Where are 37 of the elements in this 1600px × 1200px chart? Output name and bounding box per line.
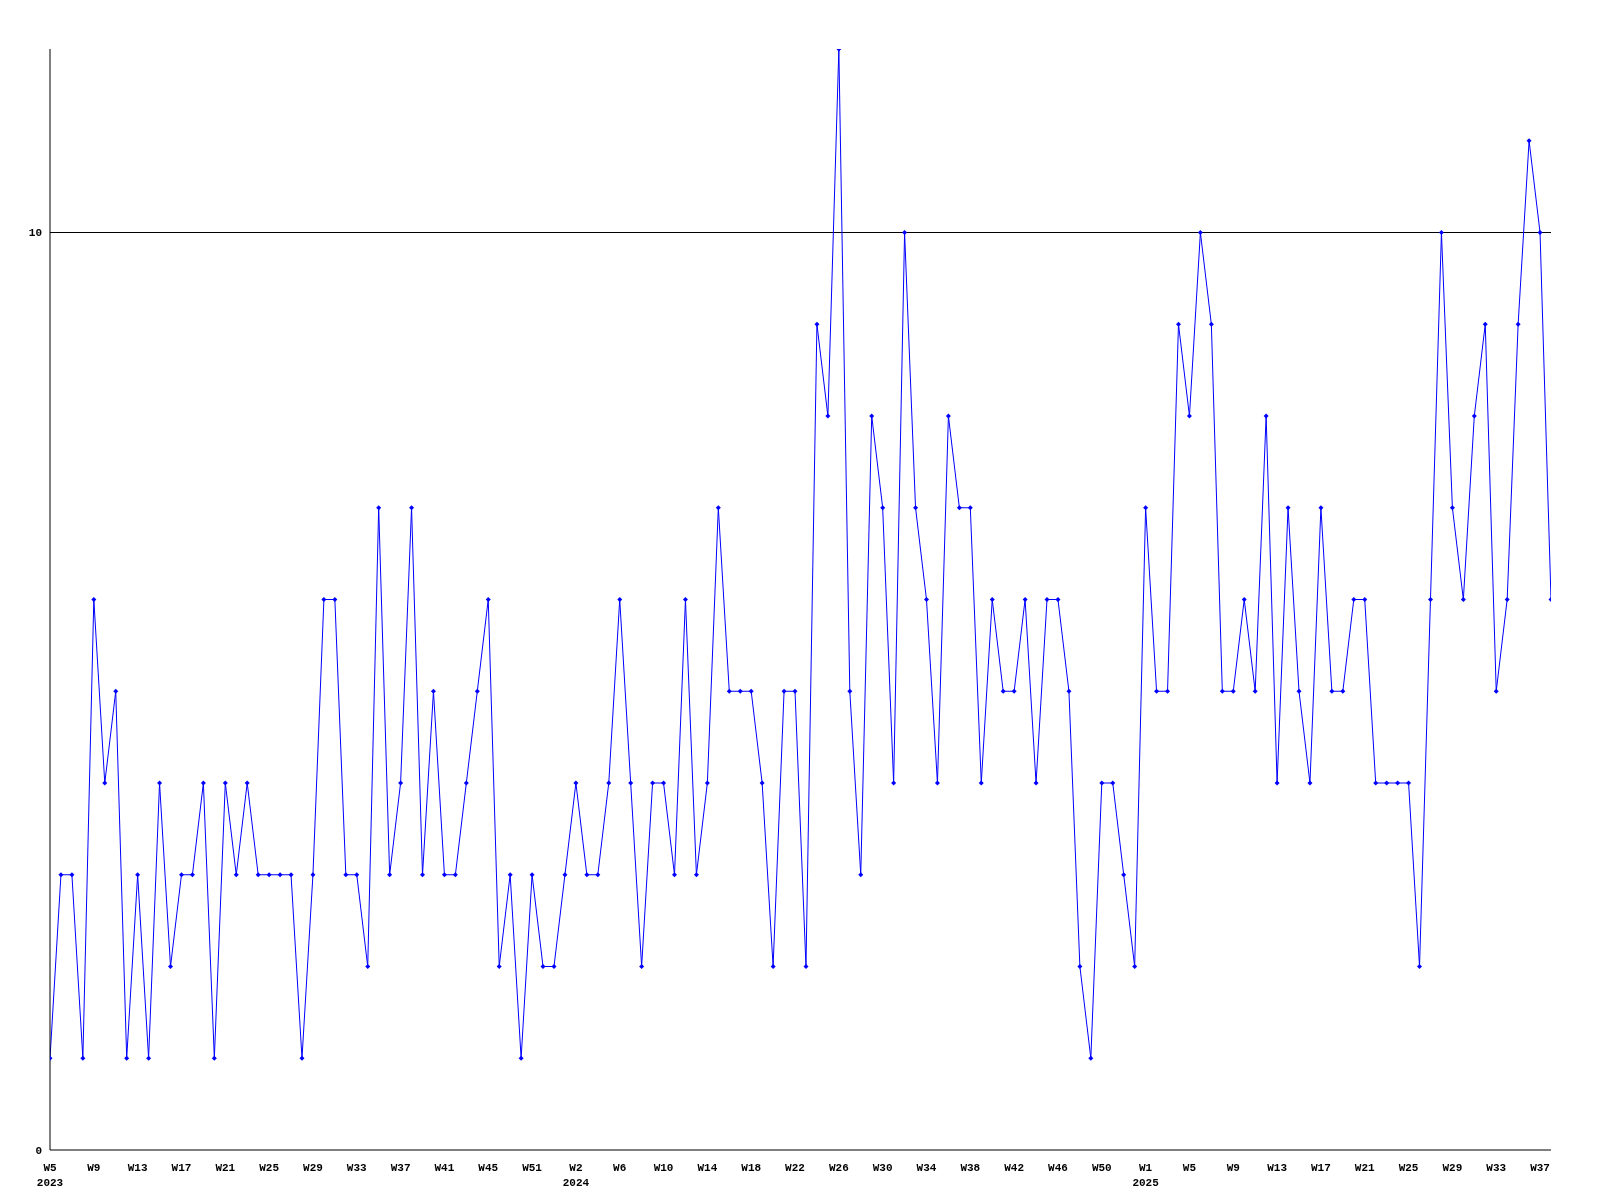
x-tick-label: W33 (1486, 1161, 1507, 1174)
x-tick-label: W2 2024 (562, 1161, 590, 1189)
x-tick-label: W5 (1182, 1161, 1197, 1174)
x-tick-label: W22 (785, 1161, 805, 1174)
x-tick-label: W33 (346, 1161, 368, 1174)
x-tick-label: W34 (916, 1161, 937, 1174)
x-tick-label: W9 (87, 1161, 101, 1174)
x-tick-label: W1 2025 (1132, 1161, 1160, 1189)
x-tick-label: W6 (613, 1161, 627, 1174)
x-tick-label: W13 (1267, 1161, 1288, 1174)
x-tick-label: W45 (478, 1161, 499, 1174)
x-tick-label: W10 (653, 1161, 674, 1174)
x-tick-label: W9 (1226, 1161, 1240, 1174)
x-tick-label: W29 (1442, 1161, 1463, 1174)
x-tick-label: W25 (259, 1161, 280, 1174)
x-tick-label: W37 (390, 1161, 411, 1174)
x-tick-label: W42 (1004, 1161, 1025, 1174)
x-tick-label: W21 (215, 1161, 236, 1174)
x-tick-label: W46 (1048, 1161, 1068, 1174)
y-tick-label: 0 (35, 1144, 42, 1157)
x-tick-label: W25 (1398, 1161, 1419, 1174)
x-tick-label: W50 (1091, 1161, 1112, 1174)
x-tick-label: W14 (697, 1161, 718, 1174)
x-tick-label: W51 (522, 1161, 543, 1174)
x-tick-label: W41 (434, 1161, 455, 1174)
x-tick-label: W5 2023 (36, 1161, 64, 1189)
x-tick-label: W38 (960, 1161, 981, 1174)
x-tick-label: W17 (171, 1161, 192, 1174)
x-tick-label: W17 (1311, 1161, 1331, 1174)
x-tick-label: W30 (872, 1161, 893, 1174)
y-tick-label: 10 (28, 227, 42, 240)
x-tick-label: W26 (828, 1161, 849, 1174)
x-tick-label: W18 (741, 1161, 762, 1174)
x-tick-label: W21 (1354, 1161, 1376, 1174)
x-tick-label: W13 (127, 1161, 148, 1174)
x-tick-label: W29 (303, 1161, 323, 1174)
x-tick-label: W37 (1530, 1161, 1550, 1174)
